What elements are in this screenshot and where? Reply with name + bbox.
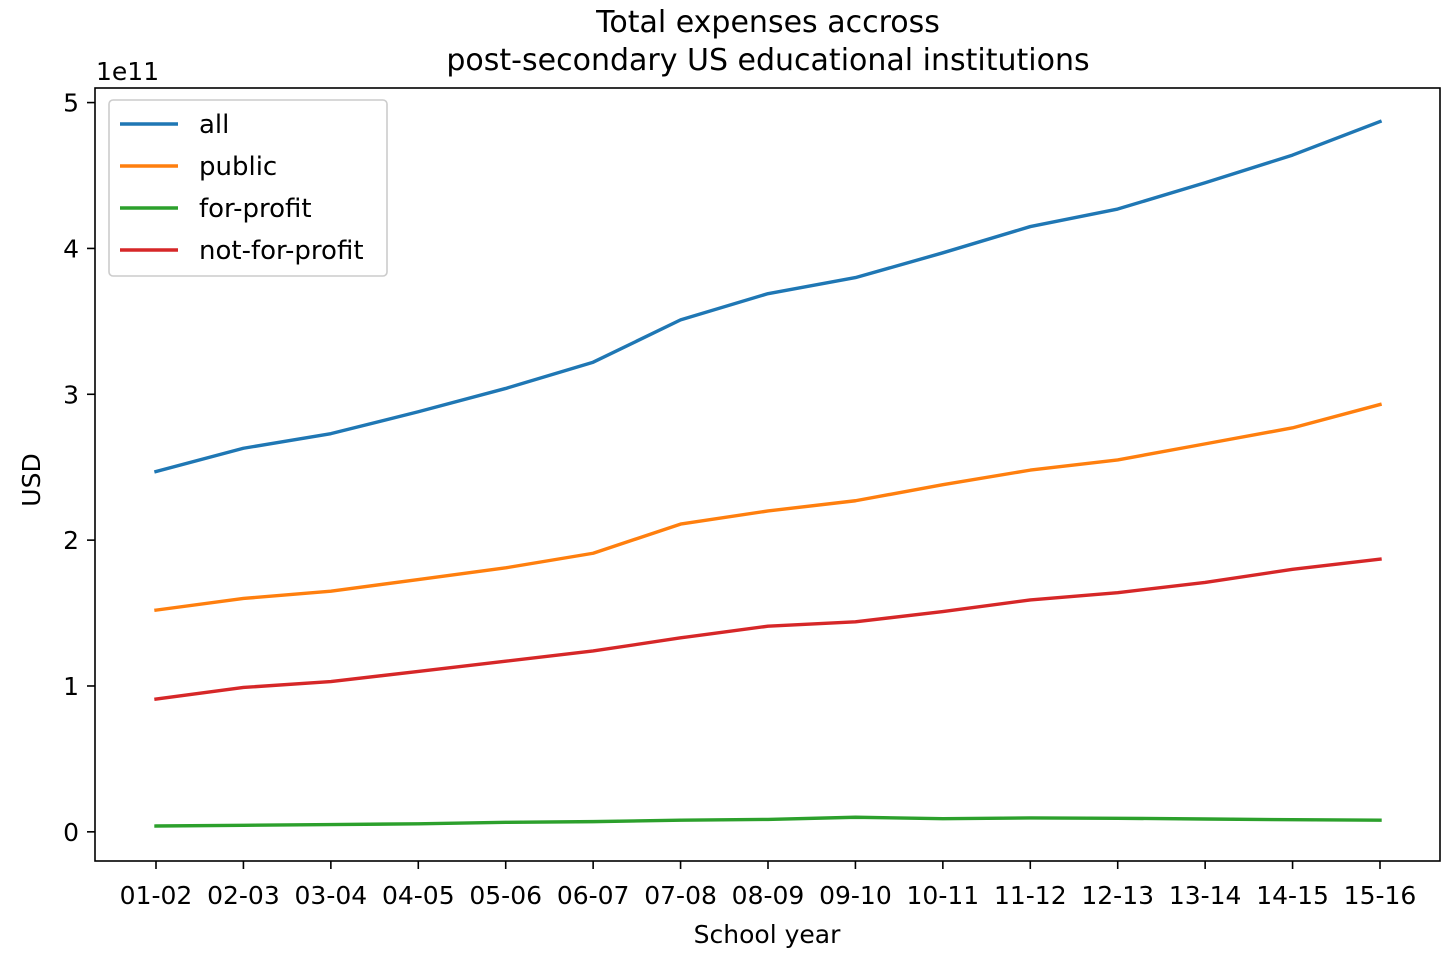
y-axis-offset-label: 1e11: [96, 57, 159, 86]
x-tick-label-04-05: 04-05: [382, 881, 455, 910]
y-tick-label-1: 1: [63, 672, 79, 701]
x-tick-label-02-03: 02-03: [207, 881, 280, 910]
series-line-for-profit: [154, 815, 1382, 828]
y-axis-label: USD: [17, 453, 46, 506]
legend-label-public: public: [199, 152, 277, 182]
y-tick-label-4: 4: [63, 234, 79, 263]
x-tick-label-01-02: 01-02: [120, 881, 193, 910]
legend-label-not-for-profit: not-for-profit: [199, 236, 364, 266]
x-tick-label-15-16: 15-16: [1344, 881, 1417, 910]
x-tick-label-03-04: 03-04: [295, 881, 368, 910]
x-tick-label-12-13: 12-13: [1081, 881, 1154, 910]
legend-label-for-profit: for-profit: [199, 194, 312, 224]
x-tick-label-07-08: 07-08: [644, 881, 717, 910]
y-tick-label-2: 2: [63, 526, 79, 555]
legend-label-all: all: [199, 110, 229, 140]
x-tick-label-11-12: 11-12: [994, 881, 1067, 910]
legend-box: [108, 99, 388, 277]
y-tick-label-0: 0: [63, 818, 79, 847]
x-tick-label-06-07: 06-07: [557, 881, 630, 910]
x-tick-label-14-15: 14-15: [1256, 881, 1329, 910]
x-tick-label-08-09: 08-09: [732, 881, 805, 910]
legend: all public for-profit not-for-profit: [108, 99, 388, 277]
series-line-all: [153, 119, 1383, 474]
x-tick-label-13-14: 13-14: [1169, 881, 1242, 910]
y-tick-label-3: 3: [63, 380, 79, 409]
series-line-not-for-profit: [154, 557, 1382, 702]
x-axis-label: School year: [694, 920, 841, 949]
chart-title-line-1: Total expenses accross: [595, 5, 940, 40]
chart-title-line-2: post-secondary US educational institutio…: [446, 43, 1089, 78]
series-line-public: [154, 402, 1383, 613]
x-tick-label-09-10: 09-10: [819, 881, 892, 910]
plot-area: 01-02 02-03 03-04 04-05 05-06 06-07 07-08 08-09…: [63, 87, 1441, 910]
x-tick-label-05-06: 05-06: [469, 881, 542, 910]
x-tick-label-10-11: 10-11: [907, 881, 980, 910]
y-tick-label-5: 5: [63, 89, 79, 118]
